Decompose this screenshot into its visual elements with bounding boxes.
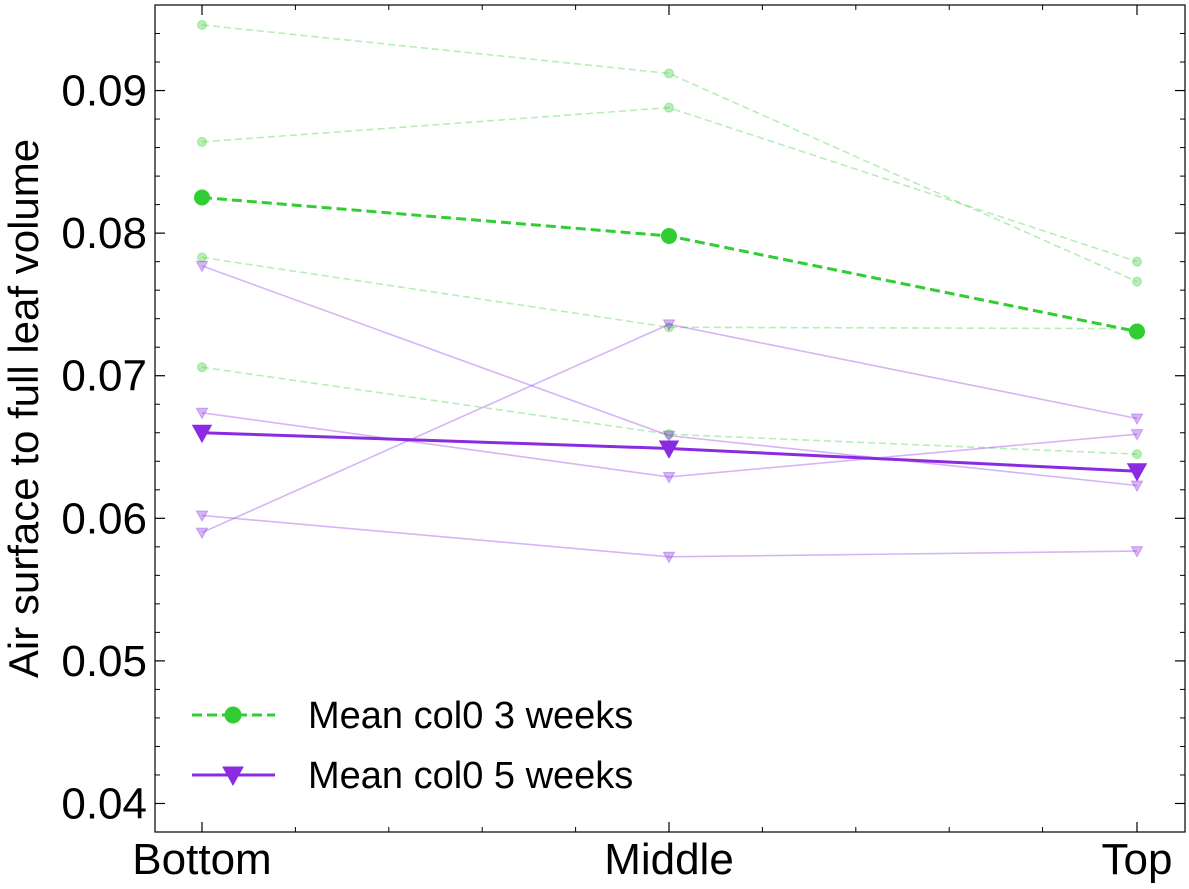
series-point-1 [664,68,674,79]
y-tick-label: 0.06 [61,494,147,543]
x-axis-ticks: Bottom Middle Top [132,5,1172,884]
series-point-1 [662,471,676,484]
y-tick-label: 0.04 [61,779,147,828]
series-line [201,514,1138,558]
series-line [201,366,1138,455]
series-point-1 [664,322,674,333]
series-point-1 [662,551,676,564]
series-point-0 [197,19,207,30]
plot-frame [154,4,1186,833]
y-axis-ticks: 0.04 0.05 0.06 0.07 0.08 0.09 [61,4,1185,833]
series-point-2 [1132,276,1142,287]
series-point-2 [1132,256,1142,267]
series-line [201,412,1138,478]
legend-label: Mean col0 3 weeks [308,695,633,737]
series-point-legend [224,706,242,724]
series-point-1 [662,319,676,332]
series-point-0 [197,362,207,373]
y-tick-label: 0.09 [61,67,147,116]
individual-series-9 [195,510,1144,564]
x-tick-label: Top [1102,835,1173,884]
legend: Mean col0 3 weeks Mean col0 5 weeks [192,695,633,797]
x-tick-label: Middle [604,835,734,884]
y-tick-label: 0.07 [61,352,147,401]
series-point-1 [662,430,676,443]
series-point-2 [1126,463,1148,482]
individual-series-7 [195,319,1144,540]
legend-item-0: Mean col0 3 weeks [192,695,633,737]
series-point-1 [664,102,674,113]
series-point-0 [197,136,207,147]
y-tick-label: 0.05 [61,637,147,686]
series-point-2 [1130,480,1144,493]
individual-series-layer [195,19,1144,564]
series-point-2 [1132,449,1142,460]
series-point-0 [197,252,207,263]
series-point-0 [195,260,209,273]
mean-series-layer [191,189,1148,482]
series-point-0 [191,424,213,444]
y-axis-label: Air surface to full leaf volume [0,139,47,678]
series-point-2 [1129,323,1145,340]
individual-series-3 [197,102,1142,267]
series-line [201,323,1138,534]
series-point-0 [195,527,209,540]
legend-label: Mean col0 5 weeks [308,755,633,797]
mean-series-0 [194,189,1145,340]
series-line [201,195,1138,333]
series-line [201,24,1138,283]
series-point-1 [664,429,674,440]
legend-item-1: Mean col0 5 weeks [192,755,633,797]
series-point-0 [195,510,209,523]
mean-series-1 [191,424,1148,482]
individual-series-8 [195,407,1144,484]
individual-series-5 [197,362,1142,460]
series-point-1 [661,227,677,244]
series-point-legend [222,766,244,787]
y-tick-label: 0.08 [61,209,147,258]
series-line [201,106,1138,263]
individual-series-2 [197,19,1142,287]
x-tick-label: Bottom [132,835,271,884]
series-point-0 [195,407,209,420]
series-point-1 [658,440,680,459]
series-point-2 [1130,546,1144,558]
individual-series-6 [195,260,1144,493]
series-point-2 [1130,413,1144,426]
series-point-2 [1130,429,1144,441]
series-point-0 [194,189,210,206]
series-line [201,256,1138,330]
series-line [201,265,1138,487]
